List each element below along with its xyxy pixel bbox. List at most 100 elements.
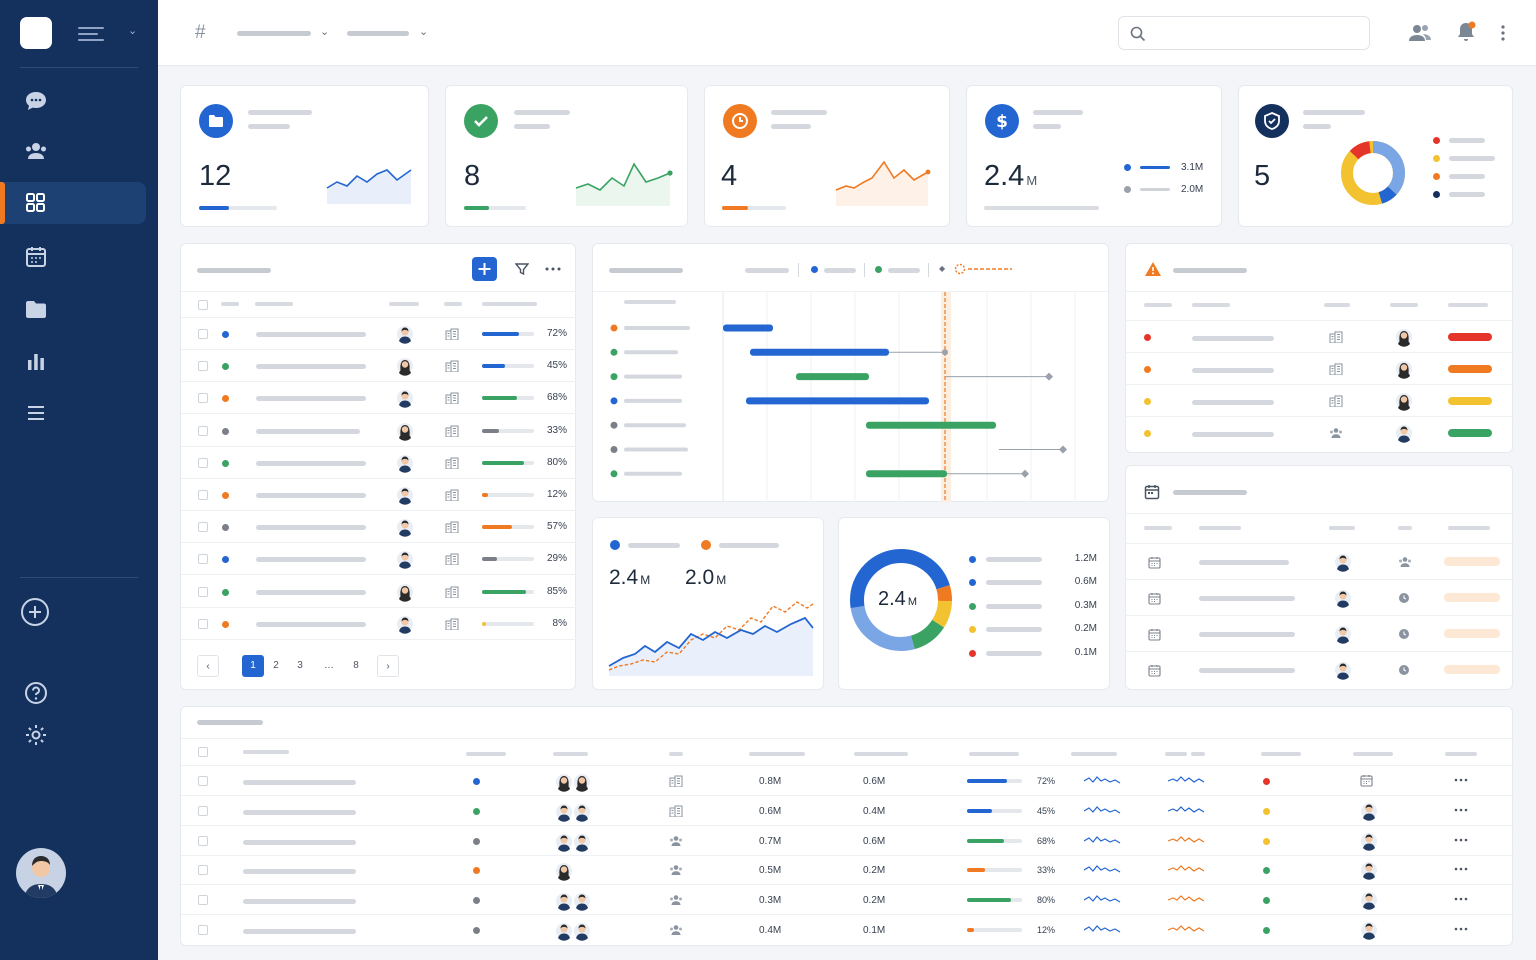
add-circle-icon[interactable] — [20, 597, 50, 627]
schedule-row[interactable] — [1126, 544, 1514, 580]
select-all-checkbox[interactable] — [198, 300, 208, 310]
table-row[interactable]: 33% — [181, 415, 577, 447]
table-row[interactable]: 0.3M 0.2M 80% — [181, 885, 1514, 916]
row-checkbox[interactable] — [198, 425, 208, 436]
row-checkbox[interactable] — [198, 490, 208, 500]
more-horizontal-icon[interactable] — [545, 266, 561, 272]
sidebar-item-messages[interactable] — [0, 80, 146, 122]
more-horizontal-icon[interactable] — [1454, 778, 1468, 782]
chevron-down-icon[interactable]: ⌄ — [128, 25, 138, 37]
row-checkbox[interactable] — [198, 618, 208, 629]
settings-icon[interactable] — [24, 723, 48, 747]
pagination-page-button[interactable]: 2 — [273, 660, 279, 671]
pagination-page-button[interactable]: 8 — [353, 660, 359, 671]
table-row[interactable]: 45% — [181, 350, 577, 383]
trend-chart-card: 2.4 M 2.0 M — [592, 517, 824, 690]
gantt-chart-card: ◆ — [592, 243, 1110, 502]
breadcrumb-item[interactable] — [237, 31, 311, 36]
row-checkbox[interactable] — [198, 554, 208, 565]
row-checkbox[interactable] — [198, 895, 208, 906]
table-row[interactable]: 8% — [181, 608, 577, 640]
gantt-row[interactable] — [610, 372, 1054, 381]
table-row[interactable]: 72% — [181, 318, 577, 350]
table-row[interactable]: 0.5M 0.2M 33% — [181, 855, 1514, 886]
table-row[interactable]: 0.8M 0.6M 72% — [181, 766, 1514, 796]
sidebar-item-team[interactable] — [0, 130, 146, 172]
row-checkbox[interactable] — [198, 393, 208, 404]
alert-row[interactable] — [1126, 385, 1514, 417]
search-input[interactable] — [1118, 16, 1370, 50]
row-checkbox[interactable] — [198, 457, 208, 468]
sidebar-item-list[interactable] — [0, 392, 146, 434]
row-checkbox[interactable] — [198, 835, 208, 846]
sidebar-item-reports[interactable] — [0, 340, 146, 382]
help-icon[interactable] — [24, 681, 48, 705]
more-horizontal-icon[interactable] — [1454, 867, 1468, 871]
table-row[interactable]: 0.6M 0.4M 45% — [181, 796, 1514, 826]
team-icon[interactable] — [1408, 22, 1432, 44]
row-checkbox[interactable] — [198, 329, 208, 339]
kpi-card-pending[interactable]: 4 — [704, 85, 950, 227]
more-horizontal-icon[interactable] — [1454, 838, 1468, 842]
chevron-down-icon[interactable]: ⌄ — [419, 26, 429, 38]
more-vertical-icon[interactable] — [1499, 24, 1507, 42]
row-checkbox[interactable] — [198, 776, 208, 786]
pagination-page-button[interactable]: 3 — [297, 660, 303, 671]
check-icon — [464, 104, 498, 138]
row-checkbox[interactable] — [198, 361, 208, 372]
more-horizontal-icon[interactable] — [1454, 897, 1468, 901]
gantt-row[interactable] — [610, 421, 997, 429]
filter-icon[interactable] — [515, 262, 529, 276]
pagination-page-button[interactable]: 1 — [242, 655, 264, 677]
breadcrumb-item[interactable] — [347, 31, 409, 36]
row-checkbox[interactable] — [198, 586, 208, 597]
pagination-next-button[interactable]: › — [377, 655, 399, 677]
gantt-row[interactable] — [610, 469, 1030, 478]
sparkline — [1168, 925, 1205, 932]
row-checkbox[interactable] — [198, 865, 208, 876]
app-logo[interactable] — [20, 17, 52, 49]
gantt-row[interactable] — [610, 445, 1068, 454]
row-checkbox[interactable] — [198, 925, 208, 935]
table-row[interactable]: 0.7M 0.6M 68% — [181, 826, 1514, 856]
add-button[interactable] — [472, 257, 497, 281]
gantt-row[interactable] — [610, 397, 930, 405]
alert-row[interactable] — [1126, 353, 1514, 385]
table-row[interactable]: 0.4M 0.1M 12% — [181, 915, 1514, 945]
table-row[interactable]: 29% — [181, 543, 577, 576]
gantt-row[interactable] — [610, 324, 774, 332]
more-horizontal-icon[interactable] — [1454, 927, 1468, 931]
pagination-prev-button[interactable]: ‹ — [197, 655, 219, 677]
gantt-row[interactable] — [610, 348, 949, 356]
sidebar-divider — [20, 67, 138, 68]
more-horizontal-icon[interactable] — [1454, 808, 1468, 812]
kpi-card-revenue[interactable]: $ 2.4 M 3.1M 2.0M — [966, 85, 1222, 227]
kpi-card-projects[interactable]: 12 — [180, 85, 429, 227]
sidebar-item-calendar[interactable] — [0, 236, 146, 278]
schedule-row[interactable] — [1126, 652, 1514, 688]
schedule-row[interactable] — [1126, 580, 1514, 616]
menu-toggle-icon[interactable] — [78, 27, 104, 45]
sidebar-item-dashboard[interactable] — [0, 182, 146, 224]
select-all-checkbox[interactable] — [198, 747, 208, 757]
schedule-row[interactable] — [1126, 616, 1514, 652]
table-row[interactable]: 68% — [181, 382, 577, 415]
progress-percent: 80% — [546, 456, 567, 468]
alert-row[interactable] — [1126, 321, 1514, 353]
chevron-down-icon[interactable]: ⌄ — [320, 26, 330, 38]
row-checkbox[interactable] — [198, 522, 208, 533]
table-row[interactable]: 80% — [181, 447, 577, 479]
severity-dot — [1144, 366, 1151, 373]
user-avatar[interactable] — [16, 848, 66, 898]
row-checkbox[interactable] — [198, 805, 208, 816]
kpi-card-completed[interactable]: 8 — [445, 85, 688, 227]
alert-row[interactable] — [1126, 417, 1514, 449]
table-row[interactable]: 57% — [181, 511, 577, 544]
table-row[interactable]: 12% — [181, 479, 577, 511]
kpi-card-security[interactable]: 5 — [1238, 85, 1513, 227]
avatar — [1360, 801, 1378, 821]
table-row[interactable]: 85% — [181, 576, 577, 608]
avatar — [1334, 588, 1352, 608]
notification-bell-icon[interactable] — [1454, 20, 1478, 44]
sidebar-item-files[interactable] — [0, 288, 146, 330]
